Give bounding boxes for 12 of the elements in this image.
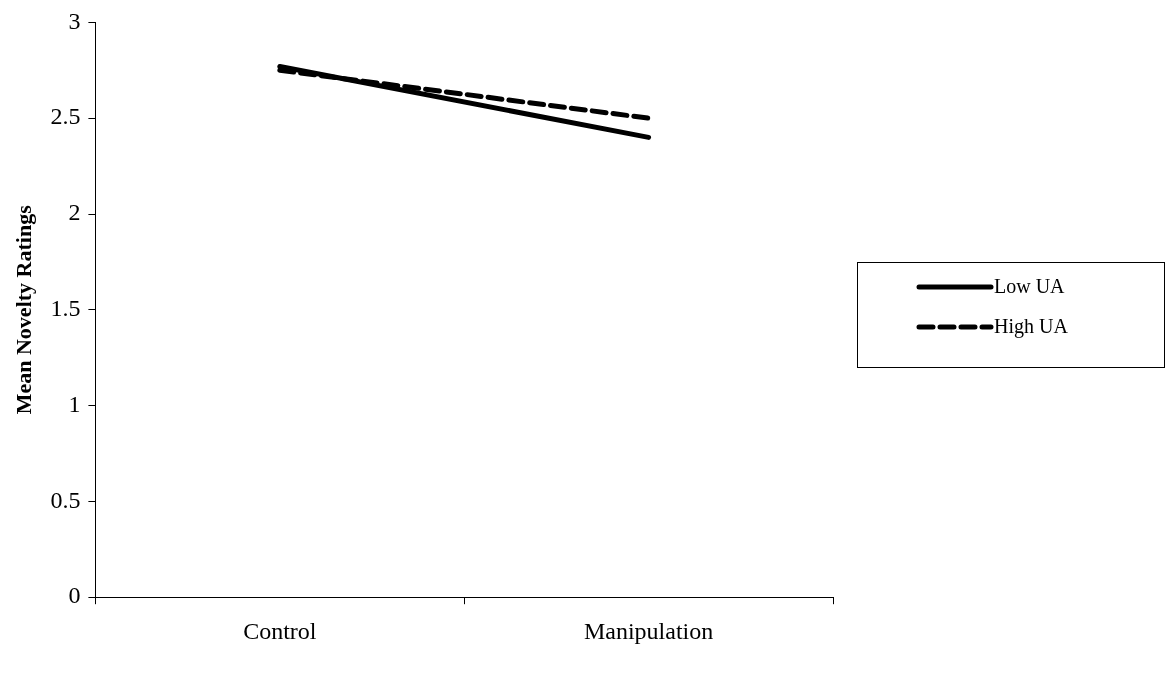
x-tick-label: Control <box>243 617 317 644</box>
y-tick-label: 2.5 <box>50 103 81 130</box>
x-tick-label: Manipulation <box>583 617 714 644</box>
y-axis-title: Mean Novelty Ratings <box>10 204 36 415</box>
y-tick-label: 1 <box>68 390 81 417</box>
y-tick-label: 0 <box>68 582 81 609</box>
y-tick-label: 3 <box>68 7 81 34</box>
legend-label: High UA <box>994 315 1068 338</box>
y-tick-label: 2 <box>68 199 81 226</box>
y-tick-label: 0.5 <box>50 486 81 513</box>
y-tick-label: 1.5 <box>50 295 81 322</box>
legend-label: Low UA <box>994 275 1065 298</box>
